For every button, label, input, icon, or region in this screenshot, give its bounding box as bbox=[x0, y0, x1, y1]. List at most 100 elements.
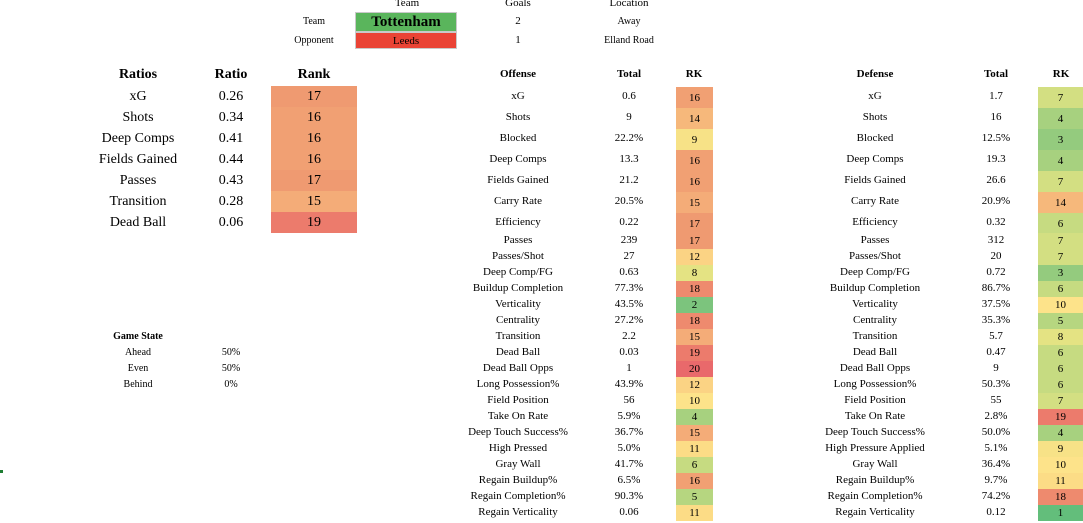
offense-rank-cell[interactable]: 6 bbox=[676, 457, 713, 473]
defense-stat-total[interactable]: 86.7% bbox=[981, 282, 1011, 294]
offense-stat-name[interactable]: Buildup Completion bbox=[472, 282, 564, 294]
defense-stat-name[interactable]: Passes bbox=[860, 234, 890, 246]
defense-rank-cell[interactable]: 4 bbox=[1038, 425, 1083, 441]
ratio-rank-cell[interactable]: 16 bbox=[271, 149, 357, 170]
defense-rank-cell[interactable]: 9 bbox=[1038, 441, 1083, 457]
offense-stat-total[interactable]: 0.06 bbox=[619, 506, 639, 518]
defense-stat-total[interactable]: 50.0% bbox=[981, 426, 1011, 438]
offense-stat-total[interactable]: 239 bbox=[620, 234, 638, 246]
defense-rank-cell[interactable]: 18 bbox=[1038, 489, 1083, 505]
offense-rank-cell[interactable]: 2 bbox=[676, 297, 713, 313]
offense-stat-name[interactable]: Centrality bbox=[496, 314, 540, 326]
defense-stat-total[interactable]: 16 bbox=[990, 111, 1002, 123]
offense-stat-total[interactable]: 1 bbox=[626, 362, 632, 374]
defense-rank-cell[interactable]: 7 bbox=[1038, 393, 1083, 409]
defense-rank-cell[interactable]: 7 bbox=[1038, 171, 1083, 192]
offense-rank-cell[interactable]: 20 bbox=[676, 361, 713, 377]
offense-stat-total[interactable]: 20.5% bbox=[614, 195, 644, 207]
defense-rank-cell[interactable]: 5 bbox=[1038, 313, 1083, 329]
defense-rank-cell[interactable]: 1 bbox=[1038, 505, 1083, 521]
defense-rank-cell[interactable]: 7 bbox=[1038, 249, 1083, 265]
defense-stat-name[interactable]: Regain Completion% bbox=[827, 490, 923, 502]
offense-stat-name[interactable]: Gray Wall bbox=[495, 458, 541, 470]
defense-rank-cell[interactable]: 6 bbox=[1038, 377, 1083, 393]
defense-rank-cell[interactable]: 6 bbox=[1038, 213, 1083, 234]
offense-rank-cell[interactable]: 16 bbox=[676, 473, 713, 489]
defense-stat-total[interactable]: 20.9% bbox=[981, 195, 1011, 207]
offense-stat-name[interactable]: Dead Ball Opps bbox=[482, 362, 554, 374]
defense-stat-total[interactable]: 12.5% bbox=[981, 132, 1011, 144]
defense-stat-total[interactable]: 5.1% bbox=[984, 442, 1008, 454]
offense-stat-name[interactable]: Long Possession% bbox=[476, 378, 560, 390]
defense-stat-total[interactable]: 9 bbox=[993, 362, 999, 374]
defense-stat-name[interactable]: Shots bbox=[862, 111, 888, 123]
defense-rank-cell[interactable]: 8 bbox=[1038, 329, 1083, 345]
defense-stat-name[interactable]: Efficiency bbox=[852, 216, 898, 228]
ratio-value-cell[interactable]: 0.26 bbox=[218, 89, 244, 104]
offense-stat-name[interactable]: Shots bbox=[505, 111, 531, 123]
ratio-name-cell[interactable]: Shots bbox=[122, 110, 154, 125]
offense-stat-total[interactable]: 77.3% bbox=[614, 282, 644, 294]
offense-stat-total[interactable]: 27 bbox=[623, 250, 635, 262]
ratio-value-cell[interactable]: 0.06 bbox=[218, 215, 244, 230]
offense-rank-cell[interactable]: 12 bbox=[676, 377, 713, 393]
offense-stat-name[interactable]: Deep Touch Success% bbox=[468, 426, 568, 438]
game-state-value[interactable]: 50% bbox=[221, 363, 241, 374]
offense-stat-total[interactable]: 56 bbox=[623, 394, 635, 406]
defense-stat-total[interactable]: 36.4% bbox=[981, 458, 1011, 470]
offense-stat-name[interactable]: Regain Verticality bbox=[478, 506, 558, 518]
offense-stat-total[interactable]: 5.9% bbox=[617, 410, 641, 422]
ratio-rank-cell[interactable]: 17 bbox=[271, 170, 357, 191]
offense-rank-cell[interactable]: 17 bbox=[676, 233, 713, 249]
defense-stat-total[interactable]: 20 bbox=[990, 250, 1002, 262]
ratio-rank-cell[interactable]: 16 bbox=[271, 128, 357, 149]
ratio-name-cell[interactable]: Passes bbox=[119, 173, 157, 188]
defense-stat-name[interactable]: Verticality bbox=[852, 298, 898, 310]
defense-rk-header[interactable]: RK bbox=[1052, 68, 1070, 80]
defense-stat-total[interactable]: 5.7 bbox=[989, 330, 1003, 342]
game-state-label[interactable]: Behind bbox=[123, 379, 153, 390]
defense-stat-name[interactable]: Regain Buildup% bbox=[835, 474, 915, 486]
rank-header[interactable]: Rank bbox=[297, 67, 331, 82]
offense-rank-cell[interactable]: 14 bbox=[676, 108, 713, 129]
ratio-rank-cell[interactable]: 17 bbox=[271, 86, 357, 107]
goals-column-header[interactable]: Goals bbox=[505, 0, 531, 9]
offense-rank-cell[interactable]: 8 bbox=[676, 265, 713, 281]
offense-total-header[interactable]: Total bbox=[616, 68, 642, 80]
defense-stat-name[interactable]: Deep Comps bbox=[846, 153, 904, 165]
offense-rank-cell[interactable]: 18 bbox=[676, 281, 713, 297]
offense-stat-name[interactable]: Regain Completion% bbox=[470, 490, 566, 502]
defense-stat-total[interactable]: 1.7 bbox=[989, 90, 1003, 102]
defense-stat-total[interactable]: 19.3 bbox=[986, 153, 1006, 165]
defense-rank-cell[interactable]: 6 bbox=[1038, 281, 1083, 297]
offense-stat-name[interactable]: Take On Rate bbox=[487, 410, 549, 422]
offense-stat-name[interactable]: xG bbox=[511, 90, 525, 102]
defense-rank-cell[interactable]: 3 bbox=[1038, 265, 1083, 281]
game-state-value[interactable]: 0% bbox=[224, 379, 238, 390]
defense-stat-name[interactable]: Fields Gained bbox=[844, 174, 906, 186]
ratio-rank-cell[interactable]: 19 bbox=[271, 212, 357, 233]
ratio-name-cell[interactable]: Dead Ball bbox=[109, 215, 167, 230]
defense-stat-name[interactable]: Field Position bbox=[844, 394, 906, 406]
ratio-value-cell[interactable]: 0.43 bbox=[218, 173, 244, 188]
defense-stat-name[interactable]: Carry Rate bbox=[851, 195, 899, 207]
offense-rank-cell[interactable]: 11 bbox=[676, 441, 713, 457]
defense-stat-name[interactable]: Gray Wall bbox=[852, 458, 898, 470]
offense-stat-name[interactable]: Deep Comps bbox=[489, 153, 547, 165]
defense-stat-name[interactable]: Deep Comp/FG bbox=[840, 266, 910, 278]
offense-stat-total[interactable]: 41.7% bbox=[614, 458, 644, 470]
defense-rank-cell[interactable]: 10 bbox=[1038, 297, 1083, 313]
defense-stat-name[interactable]: Long Possession% bbox=[833, 378, 917, 390]
offense-stat-name[interactable]: Passes bbox=[503, 234, 533, 246]
defense-rank-cell[interactable]: 6 bbox=[1038, 361, 1083, 377]
ratio-value-cell[interactable]: 0.44 bbox=[218, 152, 244, 167]
game-state-value[interactable]: 50% bbox=[221, 347, 241, 358]
team-location-cell[interactable]: Away bbox=[617, 16, 641, 27]
offense-stat-total[interactable]: 0.03 bbox=[619, 346, 639, 358]
defense-stat-total[interactable]: 2.8% bbox=[984, 410, 1008, 422]
defense-stat-total[interactable]: 26.6 bbox=[986, 174, 1006, 186]
defense-rank-cell[interactable]: 19 bbox=[1038, 409, 1083, 425]
defense-stat-total[interactable]: 35.3% bbox=[981, 314, 1011, 326]
offense-stat-total[interactable]: 21.2 bbox=[619, 174, 639, 186]
ratio-value-cell[interactable]: 0.34 bbox=[218, 110, 244, 125]
